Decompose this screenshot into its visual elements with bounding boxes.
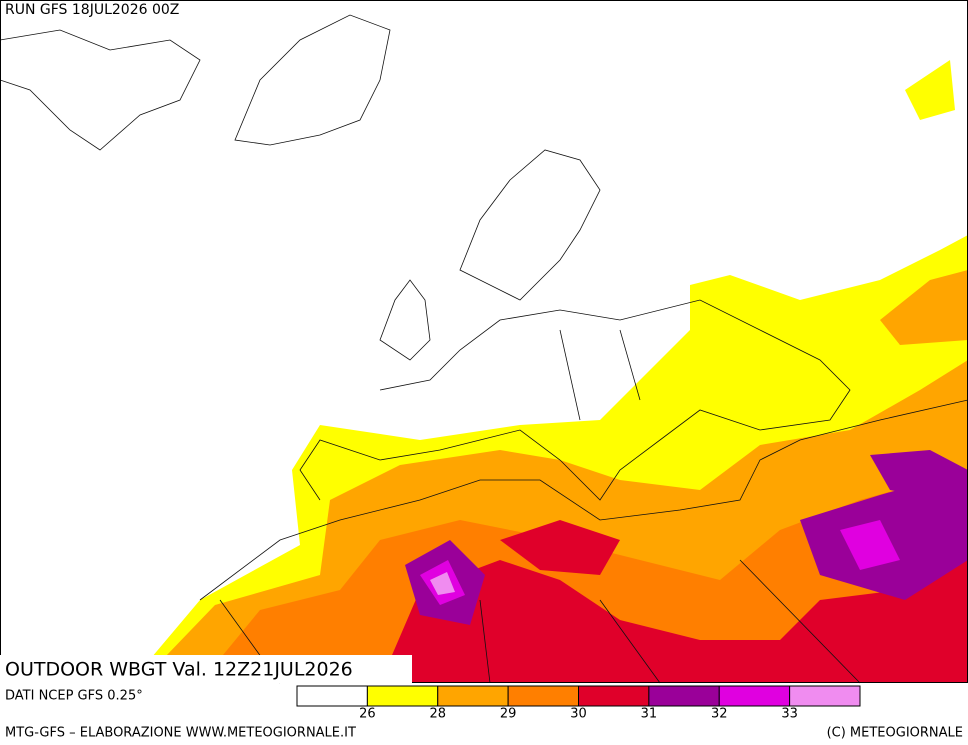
field-red <box>380 560 968 683</box>
legend-swatch <box>789 685 861 707</box>
coastline-greenland <box>234 14 391 146</box>
map-title: OUTDOOR WBGT Val. 12Z21JUL2026 <box>5 659 353 681</box>
field-magenta-east <box>840 520 900 570</box>
legend-swatch <box>296 685 368 707</box>
legend-label: 29 <box>500 707 517 722</box>
legend-swatch <box>437 685 509 707</box>
legend-label: 31 <box>641 707 658 722</box>
coastline-britain <box>379 279 431 361</box>
field-pink <box>430 572 455 595</box>
legend-label: 33 <box>781 707 798 722</box>
coastline-europe <box>299 299 851 501</box>
legend-swatch <box>366 685 439 707</box>
field-yellow-spot <box>905 60 955 120</box>
legend-label: 30 <box>570 707 587 722</box>
field-purple-ne <box>870 450 968 500</box>
legend-swatch <box>718 685 791 707</box>
coastline-africa <box>199 399 968 601</box>
legend-swatch <box>578 685 650 707</box>
field-orange-east <box>880 270 968 345</box>
legend-label: 26 <box>359 707 376 722</box>
run-label: RUN GFS 18JUL2026 00Z <box>5 2 179 18</box>
footer-left: MTG-GFS – ELABORAZIONE WWW.METEOGIORNALE… <box>5 726 356 741</box>
coastline-scandinavia <box>459 149 601 301</box>
coastline-borders <box>219 329 861 684</box>
field-orange <box>200 470 968 683</box>
legend: 26 28 29 30 31 32 33 <box>296 685 861 722</box>
legend-swatch <box>648 685 720 707</box>
map <box>0 0 968 684</box>
title-box <box>0 655 412 683</box>
legend-label: 28 <box>429 707 446 722</box>
footer-right: (C) METEOGIORNALE <box>827 726 963 741</box>
field-red-2 <box>500 520 620 575</box>
coastline-canada <box>0 29 201 151</box>
legend-swatch <box>507 685 579 707</box>
legend-label: 32 <box>711 707 728 722</box>
source-label: DATI NCEP GFS 0.25° <box>5 689 143 704</box>
